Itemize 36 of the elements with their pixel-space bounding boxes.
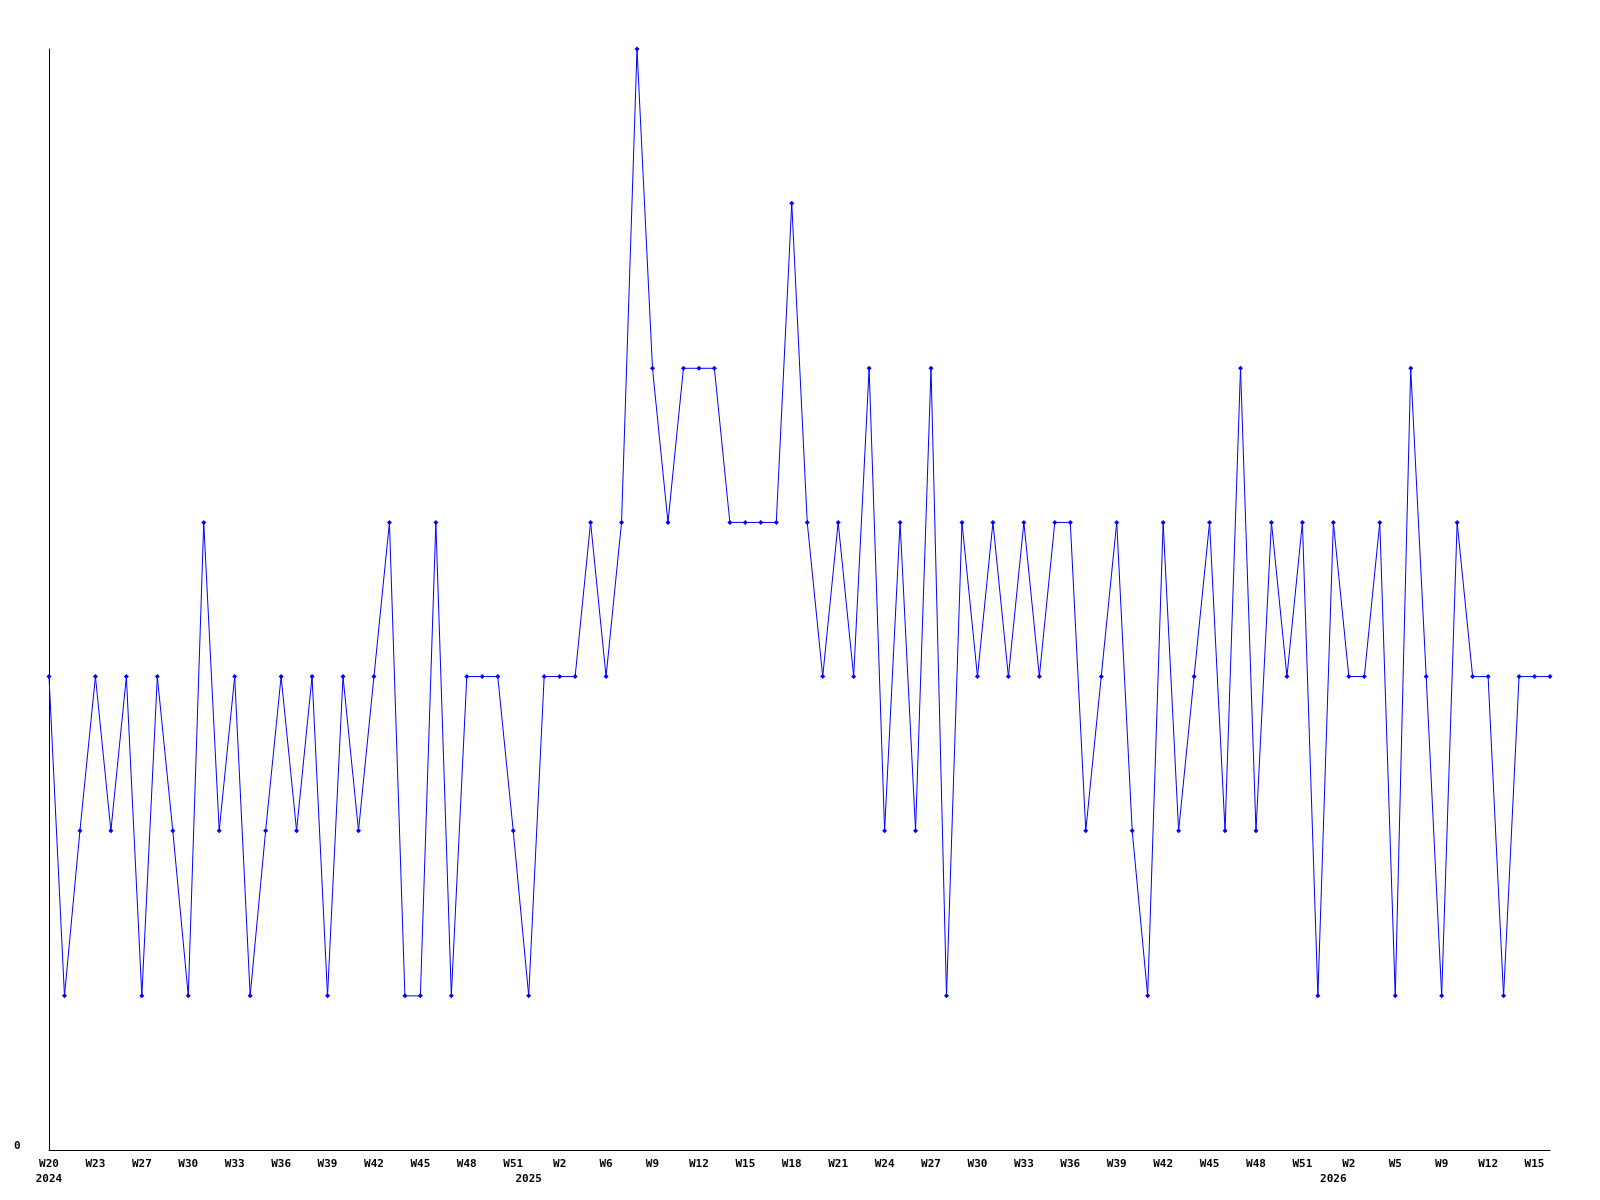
x-tick-label: W23 [85, 1157, 106, 1170]
x-tick-label: W30 [178, 1157, 199, 1170]
x-tick-label: W27 [131, 1157, 152, 1170]
text: 0 [14, 1139, 21, 1152]
x-tick-label: W20 2024 [35, 1157, 63, 1185]
x-tick-label: W48 [456, 1157, 477, 1170]
x-tick-label: W30 [967, 1157, 988, 1170]
x-tick-label: W2 [553, 1157, 567, 1170]
x-tick-label: W45 [1199, 1157, 1220, 1170]
x-tick-label: W15 [735, 1157, 756, 1170]
x-tick-label: W45 [410, 1157, 431, 1170]
x-tick-label: W33 [224, 1157, 245, 1170]
x-tick-label: W27 [921, 1157, 941, 1170]
x-tick-label: W48 [1246, 1157, 1266, 1170]
x-tick-label: W18 [781, 1157, 802, 1170]
x-tick-label: W36 [1060, 1157, 1081, 1170]
x-tick-label: W24 [874, 1157, 895, 1170]
x-tick-label: W15 [1524, 1157, 1545, 1170]
x-tick-label: W9 [645, 1157, 660, 1170]
x-tick-label: W12 [688, 1157, 709, 1170]
x-tick-label: W21 [828, 1157, 849, 1170]
x-tick-label: W36 [271, 1157, 292, 1170]
x-tick-label: W39 [317, 1157, 338, 1170]
x-tick-label: W42 [1153, 1157, 1174, 1170]
x-tick-label: W2 [1342, 1157, 1356, 1170]
x-tick-label: W5 [1388, 1157, 1402, 1170]
x-tick-label: W12 [1478, 1157, 1499, 1170]
x-tick-label: W9 [1435, 1157, 1449, 1170]
x-tick-label: W51 [1292, 1157, 1313, 1170]
x-tick-label: W39 [1106, 1157, 1127, 1170]
x-tick-label: W42 [364, 1157, 384, 1170]
x-tick-label: W33 [1013, 1157, 1034, 1170]
x-tick-label: 2025 [515, 1172, 542, 1185]
x-tick-label: W51 [503, 1157, 524, 1170]
x-tick-label: W6 [599, 1157, 614, 1170]
x-tick-label: 2026 [1320, 1172, 1347, 1185]
